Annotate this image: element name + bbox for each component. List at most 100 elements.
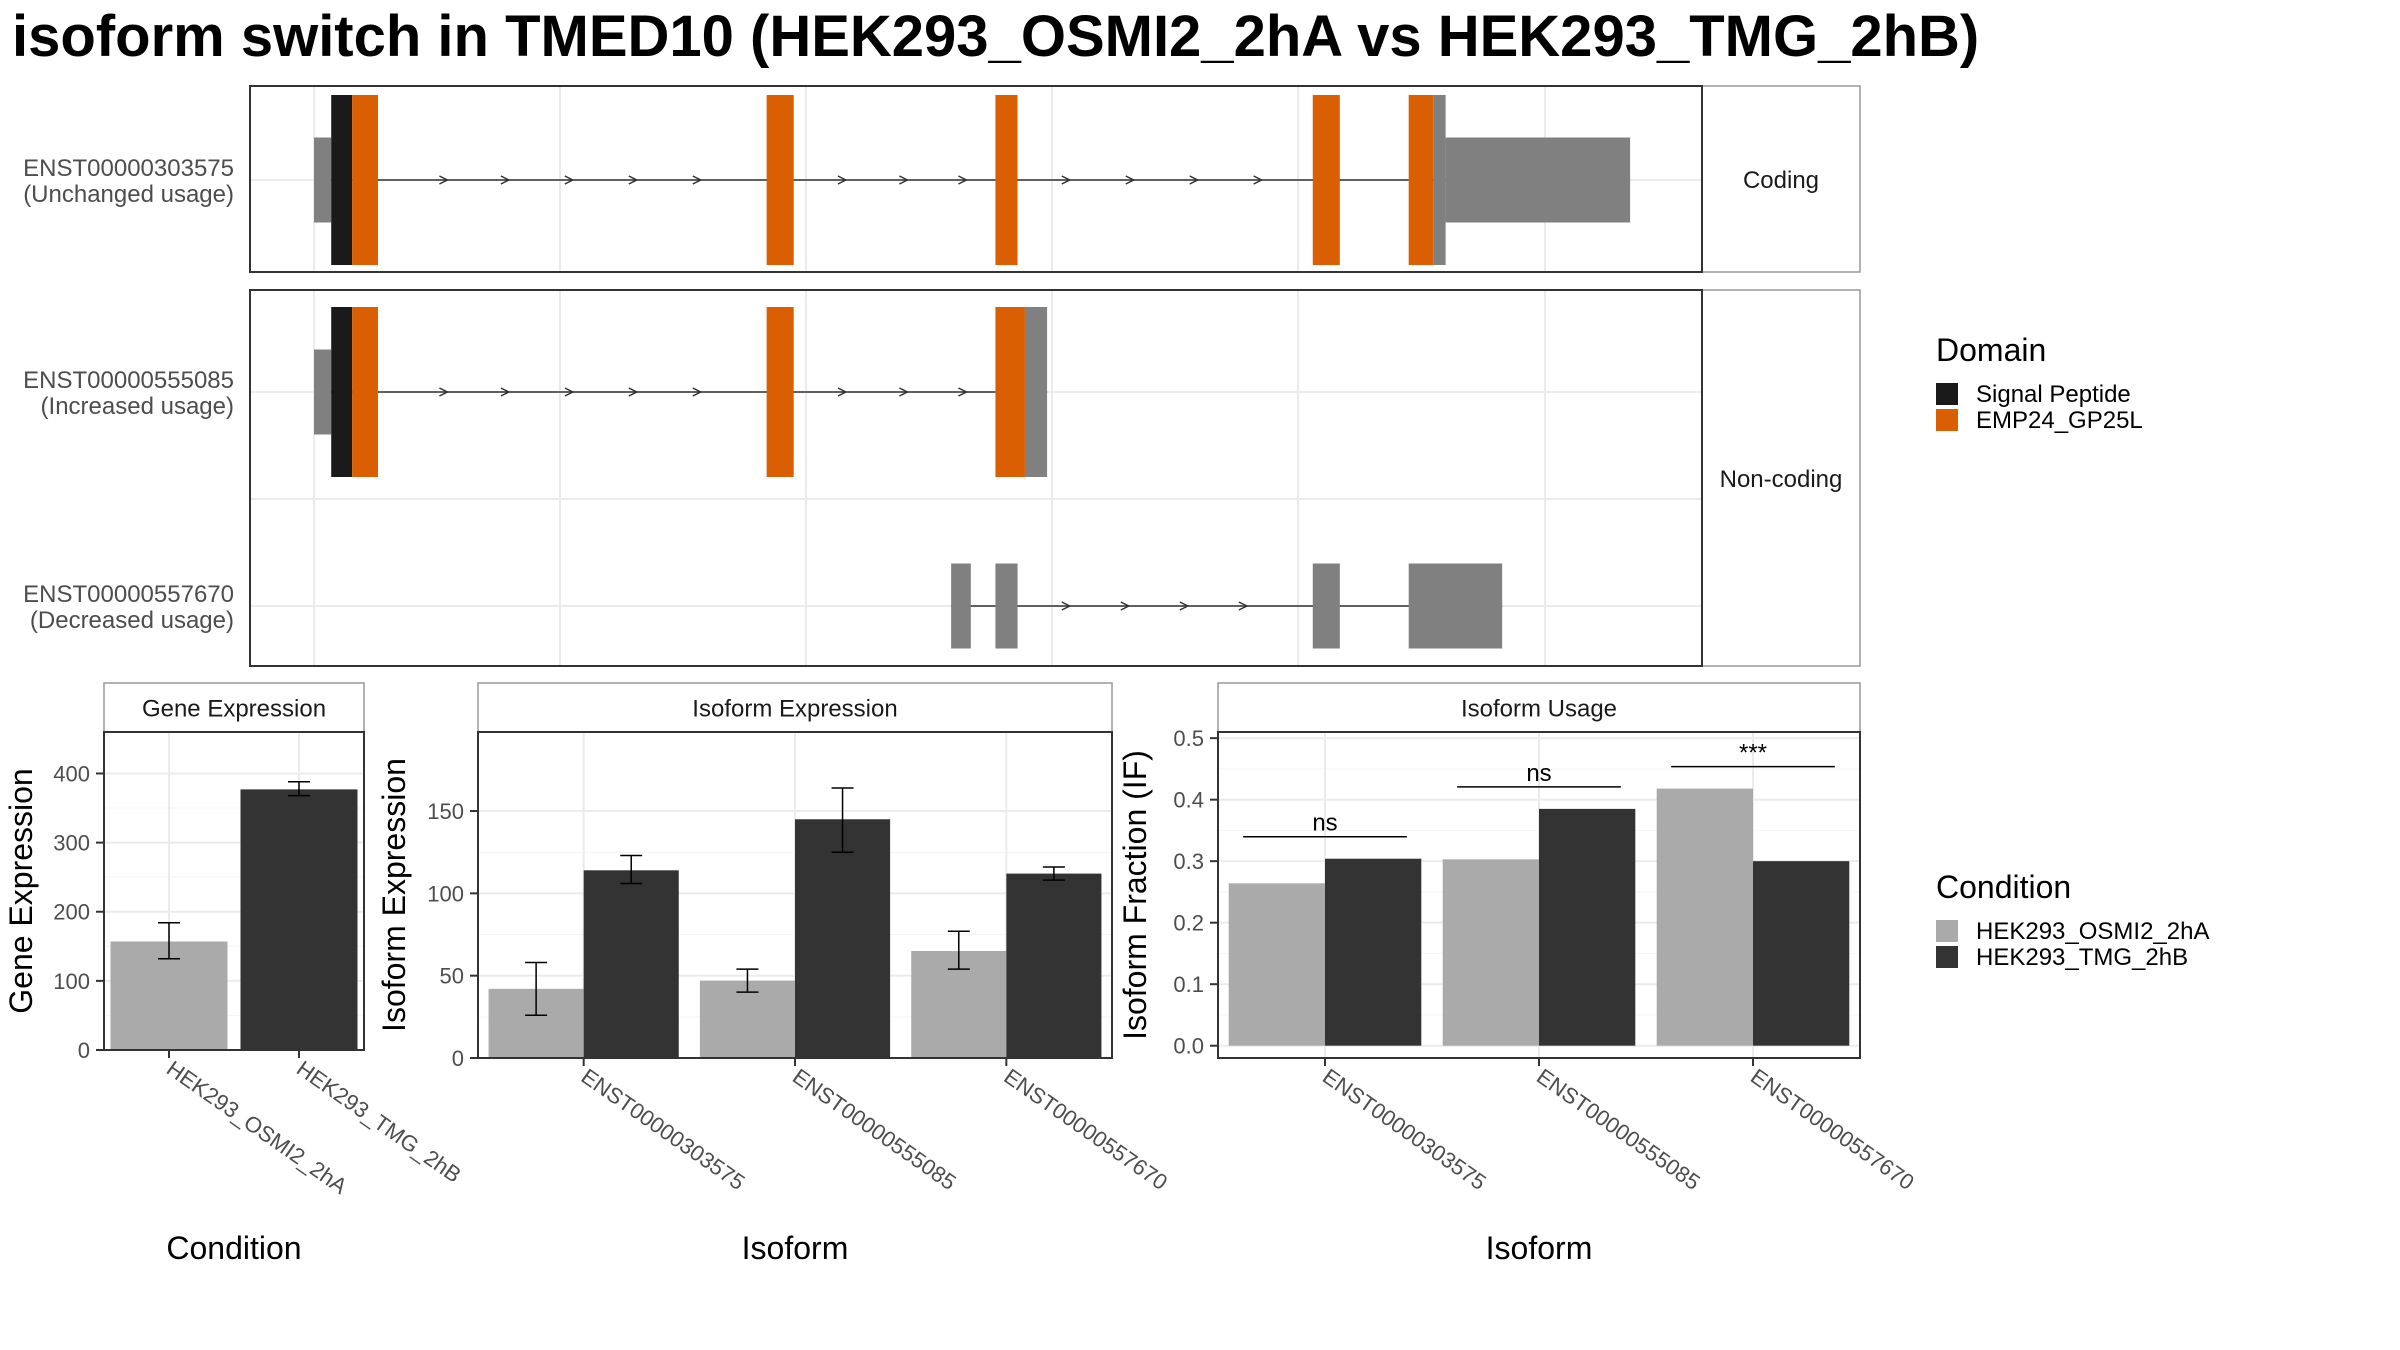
chart-title: Isoform Expression xyxy=(692,696,897,723)
chart-strip xyxy=(103,682,365,733)
x-axis-title: Condition xyxy=(166,1230,301,1266)
exon-emp24 xyxy=(995,307,1025,477)
bar xyxy=(795,819,891,1058)
direction-arrow xyxy=(899,175,910,185)
exon-utr xyxy=(995,563,1018,649)
exon-signal-peptide xyxy=(331,307,353,477)
legend-item-label: HEK293_OSMI2_2hA xyxy=(1976,918,2209,945)
transcript-id-label: ENST00000555085 xyxy=(23,367,234,394)
transcript-usage-label: (Unchanged usage) xyxy=(23,181,234,208)
y-tick-label: 0.5 xyxy=(1173,726,1204,751)
direction-arrow xyxy=(1120,601,1131,611)
legend-swatch xyxy=(1936,383,1958,405)
y-tick-label: 0.3 xyxy=(1173,849,1204,874)
legend-title: Domain xyxy=(1936,332,2046,368)
legend-item-label: EMP24_GP25L xyxy=(1976,407,2143,434)
exon-emp24 xyxy=(352,307,378,477)
y-tick-label: 0 xyxy=(452,1046,464,1071)
direction-arrow xyxy=(1061,175,1072,185)
exon-utr xyxy=(1445,137,1631,223)
exon-signal-peptide xyxy=(331,95,353,265)
facet-border xyxy=(249,289,1703,667)
facet-coding: Coding ENST00000303575(Unchanged usage) xyxy=(23,85,1861,273)
transcript-usage-label: (Decreased usage) xyxy=(30,607,234,634)
exon-utr xyxy=(314,349,332,435)
y-tick-label: 50 xyxy=(440,964,464,989)
direction-arrow xyxy=(899,387,910,397)
transcript-ENST00000303575: ENST00000303575(Unchanged usage) xyxy=(23,95,1702,265)
x-tick-label: ENST00000555085 xyxy=(788,1064,961,1195)
exon-emp24 xyxy=(995,95,1018,265)
direction-arrow xyxy=(692,387,703,397)
exon-emp24 xyxy=(1312,95,1340,265)
y-tick-label: 0.4 xyxy=(1173,788,1204,813)
direction-arrow xyxy=(1179,601,1190,611)
y-tick-label: 0.1 xyxy=(1173,972,1204,997)
x-tick-label: ENST00000303575 xyxy=(577,1064,750,1195)
direction-arrow xyxy=(958,175,969,185)
bar xyxy=(583,870,679,1058)
y-tick-label: 100 xyxy=(53,969,90,994)
legend-item-label: Signal Peptide xyxy=(1976,381,2131,408)
exon-emp24 xyxy=(766,95,794,265)
bar xyxy=(1442,859,1539,1046)
legend-swatch xyxy=(1936,409,1958,431)
direction-arrow xyxy=(500,387,511,397)
direction-arrow xyxy=(837,387,848,397)
facet-strip xyxy=(1701,289,1861,667)
y-tick-label: 200 xyxy=(53,900,90,925)
facet-strip-label: Non-coding xyxy=(1720,466,1843,493)
exon-utr xyxy=(951,563,971,649)
transcript-structure-panel: Coding ENST00000303575(Unchanged usage) No… xyxy=(23,85,1861,667)
direction-arrow xyxy=(628,175,639,185)
transcript-usage-label: (Increased usage) xyxy=(41,393,234,420)
direction-arrow xyxy=(1061,601,1072,611)
chart-strip xyxy=(477,682,1113,733)
chart-title: Gene Expression xyxy=(142,696,326,723)
y-axis-title: Isoform Fraction (IF) xyxy=(1117,750,1153,1040)
transcript-ENST00000557670: ENST00000557670(Decreased usage) xyxy=(23,563,1702,649)
bar xyxy=(1656,788,1753,1046)
y-axis-title: Isoform Expression xyxy=(376,758,412,1032)
direction-arrow xyxy=(1253,175,1264,185)
exon-cds xyxy=(1024,307,1048,477)
isoform-usage-chart: Isoform Usage ns ns *** 0.0 0.1 0.2 0.3 0.4 0.5 EN… xyxy=(1117,682,1919,1266)
transcript-id-label: ENST00000303575 xyxy=(23,155,234,182)
legend-swatch xyxy=(1936,920,1958,942)
x-tick-label: ENST00000303575 xyxy=(1318,1064,1491,1195)
facet-border xyxy=(249,85,1703,273)
direction-arrow xyxy=(1189,175,1200,185)
y-tick-label: 0.0 xyxy=(1173,1034,1204,1059)
significance-label: ns xyxy=(1526,760,1551,787)
y-axis-title: Gene Expression xyxy=(3,768,39,1013)
x-tick-label: ENST00000557670 xyxy=(999,1064,1172,1195)
y-tick-label: 100 xyxy=(427,881,464,906)
y-tick-label: 0.2 xyxy=(1173,911,1204,936)
x-tick-label: ENST00000557670 xyxy=(1746,1064,1919,1195)
legend-swatch xyxy=(1936,946,1958,968)
direction-arrow xyxy=(692,175,703,185)
direction-arrow xyxy=(500,175,511,185)
x-tick-label: ENST00000555085 xyxy=(1532,1064,1705,1195)
direction-arrow xyxy=(1238,601,1249,611)
chart-strip xyxy=(1217,682,1861,733)
page-title: The isoform switch in TMED10 (HEK293_OSM… xyxy=(0,4,1979,69)
exon-emp24 xyxy=(766,307,794,477)
y-tick-label: 0 xyxy=(78,1038,90,1063)
y-tick-label: 400 xyxy=(53,761,90,786)
direction-arrow xyxy=(439,387,450,397)
facet-strip-label: Coding xyxy=(1743,167,1819,194)
x-axis-title: Isoform xyxy=(742,1230,849,1266)
isoform-expression-chart: Isoform Expression 0 50 100 150 ENST000003035… xyxy=(376,682,1172,1266)
exon-utr xyxy=(314,137,332,223)
plot-border xyxy=(103,731,365,1051)
y-tick-label: 300 xyxy=(53,831,90,856)
exon-utr xyxy=(1408,563,1503,649)
bar xyxy=(240,789,358,1050)
exon-emp24 xyxy=(352,95,378,265)
transcript-id-label: ENST00000557670 xyxy=(23,581,234,608)
bar xyxy=(110,941,228,1050)
facet-noncoding: Non-coding ENST00000555085(Increased usag… xyxy=(23,289,1861,667)
